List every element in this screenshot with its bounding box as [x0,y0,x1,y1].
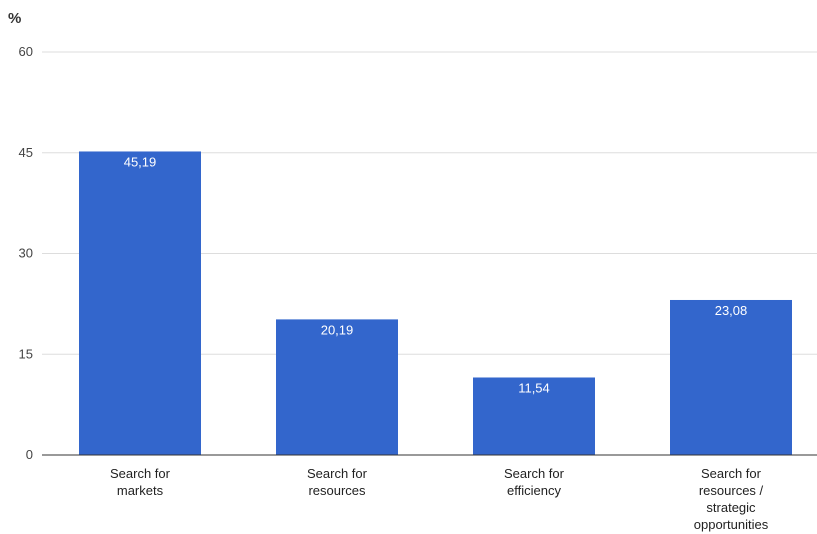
bar-value-label: 20,19 [321,322,354,337]
data-labels: 45,19 20,19 11,54 23,08 [124,154,748,395]
x-category-label: Search for efficiency [504,466,565,498]
bar-value-label: 45,19 [124,154,157,169]
x-category-label-line: resources [308,483,366,498]
y-axis-ticks: 0 15 30 45 60 [19,44,33,462]
x-category-label-line: Search for [701,466,762,481]
y-tick-label: 30 [19,246,33,261]
bar [670,299,792,455]
bar [276,319,398,455]
x-category-label-line: opportunities [694,517,769,532]
x-category-label-line: efficiency [507,483,561,498]
bar-value-label: 23,08 [715,303,748,318]
x-category-label-line: Search for [307,466,368,481]
y-tick-label: 15 [19,346,33,361]
bar-value-label: 11,54 [518,380,550,395]
x-category-label-line: resources / [699,483,764,498]
x-category-label-line: Search for [110,466,171,481]
y-axis-unit-label: % [8,10,21,27]
y-tick-label: 45 [19,145,33,160]
bars [79,151,792,456]
x-category-label: Search for resources / strategic opportunit… [694,466,769,532]
x-category-label-line: Search for [504,466,565,481]
x-category-label: Search for resources [307,466,368,498]
bar [79,151,201,456]
bar [473,377,595,455]
y-tick-label: 0 [26,447,33,462]
x-category-label-line: strategic [706,500,756,515]
x-category-label: Search for markets [110,466,171,498]
y-tick-label: 60 [19,44,33,59]
x-category-label-line: markets [117,483,164,498]
